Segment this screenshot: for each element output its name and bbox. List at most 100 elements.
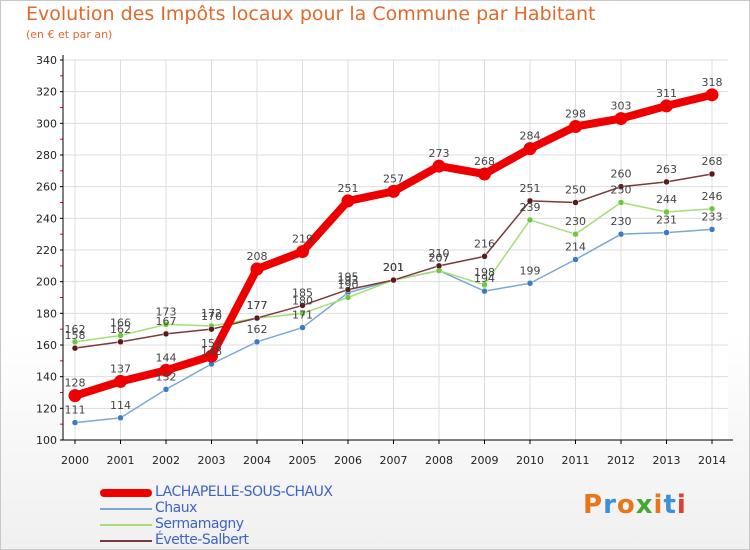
data-label-3: 216: [474, 237, 495, 250]
data-label-2: 172: [201, 307, 222, 320]
series-point-3: [572, 199, 579, 206]
series-point-2: [526, 216, 534, 224]
series-point-0: [478, 167, 491, 181]
x-tick-label: 2011: [562, 454, 590, 467]
logo-letter: i: [676, 490, 687, 520]
series-point-2: [162, 321, 170, 328]
x-tick-label: 2013: [653, 454, 681, 467]
data-label-1: 148: [201, 345, 222, 358]
data-label-2: 230: [565, 215, 586, 228]
y-tick-label: 300: [36, 117, 57, 130]
series-point-2: [572, 230, 579, 238]
series-point-2: [708, 205, 716, 213]
data-label-2: 177: [247, 299, 268, 312]
series-point-0: [523, 142, 537, 156]
series-point-1: [481, 287, 488, 295]
x-tick-label: 2001: [107, 454, 135, 467]
data-label-1: 214: [565, 241, 586, 254]
logo-letter: r: [603, 490, 617, 520]
legend-swatch-evette-salbert: [100, 540, 152, 542]
legend-label-chaux: Chaux: [155, 500, 197, 516]
data-label-2: 166: [110, 317, 131, 330]
series-point-3: [162, 330, 170, 338]
logo-letter: P: [583, 490, 604, 520]
data-label-1: 171: [292, 309, 313, 322]
series-point-3: [435, 262, 443, 270]
series-point-3: [663, 178, 670, 186]
data-label-3: 177: [247, 299, 268, 312]
data-label-0: 251: [338, 182, 359, 195]
data-label-1: 231: [656, 214, 677, 227]
data-label-2: 250: [611, 184, 632, 197]
series-point-0: [159, 363, 173, 377]
series-point-3: [299, 302, 306, 309]
data-label-0: 153: [201, 337, 222, 350]
data-label-2: 207: [429, 252, 450, 265]
logo-letter: o: [616, 490, 636, 520]
series-point-1: [708, 226, 716, 233]
data-label-0: 268: [474, 155, 495, 168]
x-tick-label: 2010: [516, 454, 544, 467]
x-tick-label: 2014: [698, 454, 726, 467]
data-label-2: 239: [520, 201, 541, 214]
series-point-3: [481, 253, 488, 260]
series-point-1: [117, 414, 124, 422]
series-point-3: [71, 344, 79, 352]
series-point-3: [253, 314, 261, 322]
data-label-0: 208: [247, 250, 268, 263]
series-point-1: [71, 419, 79, 426]
series-point-0: [296, 245, 309, 259]
data-label-1: 132: [156, 370, 177, 383]
logo-letter: i: [653, 490, 664, 520]
y-tick-label: 140: [36, 371, 57, 384]
series-point-1: [253, 338, 261, 346]
data-label-2: 198: [474, 266, 495, 279]
y-tick-label: 100: [36, 434, 57, 447]
series-point-3: [617, 183, 625, 190]
series-point-3: [117, 338, 124, 346]
y-tick-label: 160: [36, 339, 57, 352]
data-label-3: 167: [156, 315, 177, 328]
data-label-1: 199: [520, 264, 541, 277]
data-label-1: 207: [429, 252, 450, 265]
x-tick-label: 2005: [289, 454, 317, 467]
data-label-0: 284: [520, 130, 541, 143]
data-label-0: 144: [156, 351, 177, 364]
series-point-2: [344, 294, 352, 301]
series-point-0: [660, 99, 673, 113]
series-point-3: [208, 325, 215, 333]
series-point-2: [617, 199, 625, 206]
series-point-0: [68, 389, 82, 403]
chart-subtitle: (en € et par an): [26, 28, 113, 41]
series-point-1: [162, 386, 170, 393]
data-label-1: 233: [702, 210, 723, 223]
data-label-3: 260: [611, 168, 632, 181]
x-tick-label: 2002: [152, 454, 180, 467]
data-label-0: 311: [656, 87, 677, 100]
series-point-2: [71, 338, 79, 346]
proxiti-logo: Proxiti: [583, 490, 687, 520]
data-label-0: 219: [292, 233, 313, 246]
series-point-0: [250, 262, 264, 276]
data-label-1: 114: [110, 399, 131, 412]
y-tick-label: 280: [36, 149, 57, 162]
data-label-0: 128: [65, 377, 86, 390]
x-tick-label: 2007: [380, 454, 408, 467]
series-point-2: [481, 281, 488, 289]
data-label-2: 201: [383, 261, 404, 274]
data-label-0: 137: [110, 362, 131, 375]
y-tick-label: 320: [36, 86, 57, 99]
data-label-2: 173: [156, 305, 177, 318]
legend-label-sermamagny: Sermamagny: [155, 516, 244, 532]
data-label-2: 190: [338, 279, 359, 292]
x-tick-label: 2006: [334, 454, 362, 467]
y-tick-label: 180: [36, 307, 57, 320]
series-point-3: [526, 197, 534, 205]
data-label-3: 250: [565, 184, 586, 197]
y-tick-label: 260: [36, 181, 57, 194]
data-label-1: 230: [611, 215, 632, 228]
series-point-0: [705, 88, 719, 102]
data-label-0: 273: [429, 147, 450, 160]
y-tick-label: 240: [36, 212, 57, 225]
